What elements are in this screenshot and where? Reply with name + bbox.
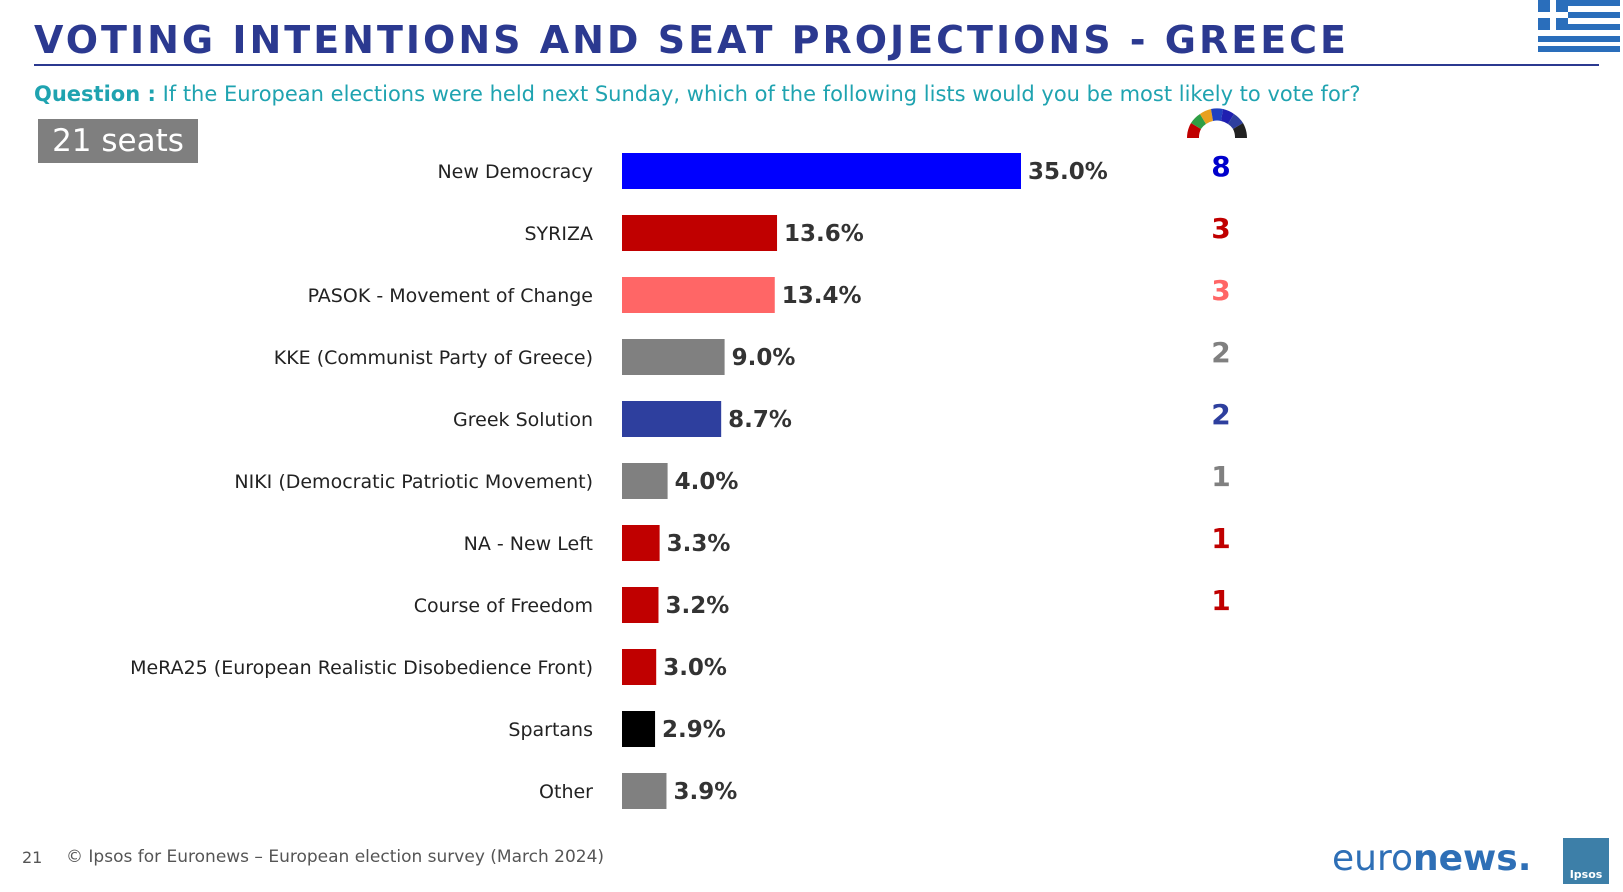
seat-count: 8 <box>1211 150 1230 183</box>
survey-question: Question : If the European elections wer… <box>34 82 1361 106</box>
value-label: 9.0% <box>732 345 796 371</box>
bar <box>622 711 656 747</box>
category-label: Spartans <box>508 719 593 741</box>
ipsos-logo: Ipsos <box>1563 838 1609 884</box>
category-label: PASOK - Movement of Change <box>308 285 593 307</box>
bar <box>622 153 1021 189</box>
seat-count: 1 <box>1211 522 1230 555</box>
page-number: 21 <box>22 848 43 867</box>
category-label: MeRA25 (European Realistic Disobedience … <box>130 657 593 679</box>
value-label: 8.7% <box>728 407 792 433</box>
seat-count: 2 <box>1211 336 1230 369</box>
brand-bold: news. <box>1413 838 1532 879</box>
value-label: 4.0% <box>675 469 739 495</box>
page-title: VOTING INTENTIONS AND SEAT PROJECTIONS -… <box>34 18 1350 62</box>
bar <box>622 587 659 623</box>
bar <box>622 463 668 499</box>
seat-count: 2 <box>1211 398 1230 431</box>
seat-count: 1 <box>1211 460 1230 493</box>
bar <box>622 401 722 437</box>
category-label: NIKI (Democratic Patriotic Movement) <box>234 471 593 493</box>
category-label: Other <box>539 781 593 803</box>
value-label: 3.0% <box>663 655 727 681</box>
title-divider <box>34 64 1599 66</box>
value-label: 3.9% <box>673 779 737 805</box>
parliament-hemicycle-icon <box>1187 108 1247 138</box>
category-label: Greek Solution <box>453 409 593 431</box>
greece-flag-icon <box>1538 0 1620 52</box>
bar <box>622 773 667 809</box>
value-label: 13.6% <box>784 221 864 247</box>
value-label: 3.2% <box>665 593 729 619</box>
bar <box>622 277 775 313</box>
seats-total-badge: 21 seats <box>38 119 198 163</box>
source-note: © Ipsos for Euronews – European election… <box>66 847 605 867</box>
seat-count: 3 <box>1211 274 1230 307</box>
euronews-logo: euronews. <box>1332 838 1531 879</box>
brand-light: euro <box>1332 838 1413 879</box>
question-label: Question : <box>34 82 156 106</box>
seat-count: 1 <box>1211 584 1230 617</box>
value-label: 3.3% <box>667 531 731 557</box>
value-label: 13.4% <box>782 283 862 309</box>
value-label: 35.0% <box>1028 159 1108 185</box>
category-label: New Democracy <box>437 161 593 183</box>
bar <box>622 649 657 685</box>
bar <box>622 215 778 251</box>
bar <box>622 525 660 561</box>
bar <box>622 339 725 375</box>
category-label: KKE (Communist Party of Greece) <box>274 347 593 369</box>
seat-count: 3 <box>1211 212 1230 245</box>
category-label: NA - New Left <box>464 533 593 555</box>
category-label: Course of Freedom <box>414 595 593 617</box>
question-text: If the European elections were held next… <box>162 82 1361 106</box>
value-label: 2.9% <box>662 717 726 743</box>
category-label: SYRIZA <box>525 223 594 245</box>
